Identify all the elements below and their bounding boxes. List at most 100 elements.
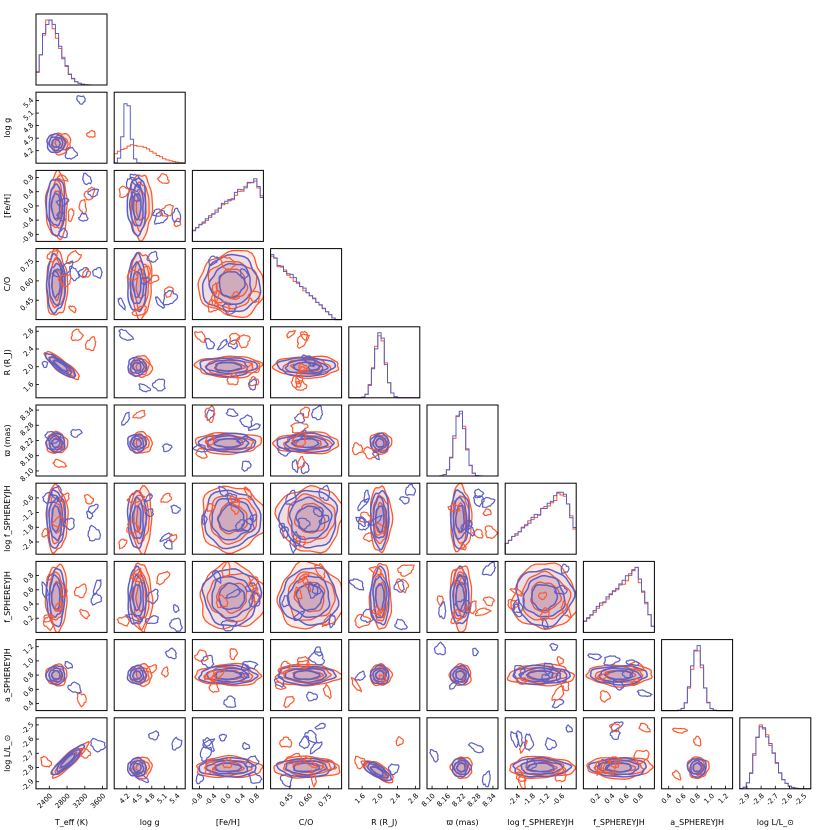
panel-frame [270,482,343,555]
y-tick-label: 0.6 [22,685,36,699]
y-tick-label: -2.7 [20,749,35,764]
contour-island [158,203,175,217]
x-tick-label: -1.8 [522,792,537,807]
x-tick-label: 0.6 [674,792,688,806]
panel-9-3: 0.45 0.60 0.75 [270,717,343,809]
y-tick-label: 1.0 [22,657,36,671]
contour-island [433,641,447,656]
y-axis-label: log L/L_⊙ [3,735,12,772]
contour-island [322,759,338,771]
contour-island [278,522,286,533]
contour-island [595,767,606,775]
x-tick-label: -2.6 [779,792,795,808]
x-tick-label: 2400 [36,792,54,810]
x-tick-label: 0.75 [317,792,334,809]
x-axis-label: a_SPHEREYJH [670,818,724,827]
y-tick-label: 0.6 [22,585,36,599]
contour-island [240,663,250,672]
x-tick-label: 4.5 [131,792,145,806]
contour-series-b [374,505,385,533]
contour-island [129,173,142,189]
contour-island [83,186,96,201]
contour-island [224,588,242,599]
panel-4-3 [270,326,343,399]
contour-series-b [374,437,385,448]
panel-9-0: 2400 2800 3200 3600 -2.9-2.8-2.7-2.6-2.5 [20,717,108,810]
panel-9-4: 1.6 2.0 2.4 2.8 [348,717,421,805]
contour-series-b [455,670,466,681]
contour-island [81,268,92,279]
x-axis-label: log g [140,818,160,827]
x-tick-label: -0.6 [551,792,567,808]
contour-island [359,607,375,624]
panel-frame [270,326,343,399]
contour-island [154,295,166,310]
x-tick-label: 0.8 [248,792,262,806]
contour-island [304,729,318,744]
contour-island [163,286,175,299]
contour-island [481,769,491,788]
contour-island [145,588,159,605]
contour-island [296,333,311,349]
contour-island [130,191,141,203]
contour-group [41,563,103,633]
panel-6-2 [191,482,264,555]
y-tick-label: 0.75 [19,257,36,274]
panel-frame [113,91,186,164]
contour-island [250,592,261,603]
contour-island [312,506,325,518]
contour-island [208,680,220,694]
histogram-series-b [582,566,655,633]
contour-island [78,198,87,215]
contour-island [295,535,307,548]
y-tick-label: 4.5 [22,134,36,148]
y-axis-label: log g [3,118,12,138]
panel-9-1: 4.24.54.85.15.4 [113,717,186,806]
contour-island [311,405,324,421]
contour-island [194,649,209,662]
panel-3-3 [270,248,343,321]
contour-island [313,646,323,657]
contour-series-b [369,766,384,777]
contour-island [41,581,49,599]
contour-island [512,599,524,615]
contour-island [671,727,688,734]
contour-series-b [48,356,73,376]
contour-island [80,748,92,759]
contour-island [523,733,535,752]
contour-series-b [50,192,61,220]
contour-island [509,587,523,597]
contour-island [207,298,220,313]
contour-group [273,722,341,789]
y-tick-label: -0.4 [20,215,36,231]
contour-island [612,679,625,691]
contour-island [473,488,485,499]
contour-island [79,608,91,620]
contour-island [144,508,155,518]
contour-island [357,516,371,531]
contour-island [314,562,326,580]
x-tick-label: -2.7 [765,792,780,807]
contour-series-b [455,762,466,773]
contour-island [132,573,145,583]
contour-island [41,527,51,538]
contour-island [314,722,326,730]
x-axis-label: f_SPHEREYJH [593,818,645,827]
panel-9-5: 8.108.168.228.288.34 [420,717,499,809]
contour-island [318,484,330,502]
contour-island [448,679,460,690]
contour-island [57,492,70,504]
contour-island [362,532,374,543]
y-tick-label: -2.5 [20,721,35,736]
x-axis-label: ϖ (mas) [446,818,478,827]
contour-island [40,755,53,768]
contour-island [307,581,319,599]
contour-island [587,653,603,661]
contour-island [292,610,306,622]
contour-island [138,383,152,393]
contour-island [292,530,301,549]
histogram-series-a [504,492,577,555]
y-tick-label: 0.4 [22,599,36,613]
y-tick-label: 8.10 [19,467,36,484]
contour-island [90,737,107,753]
